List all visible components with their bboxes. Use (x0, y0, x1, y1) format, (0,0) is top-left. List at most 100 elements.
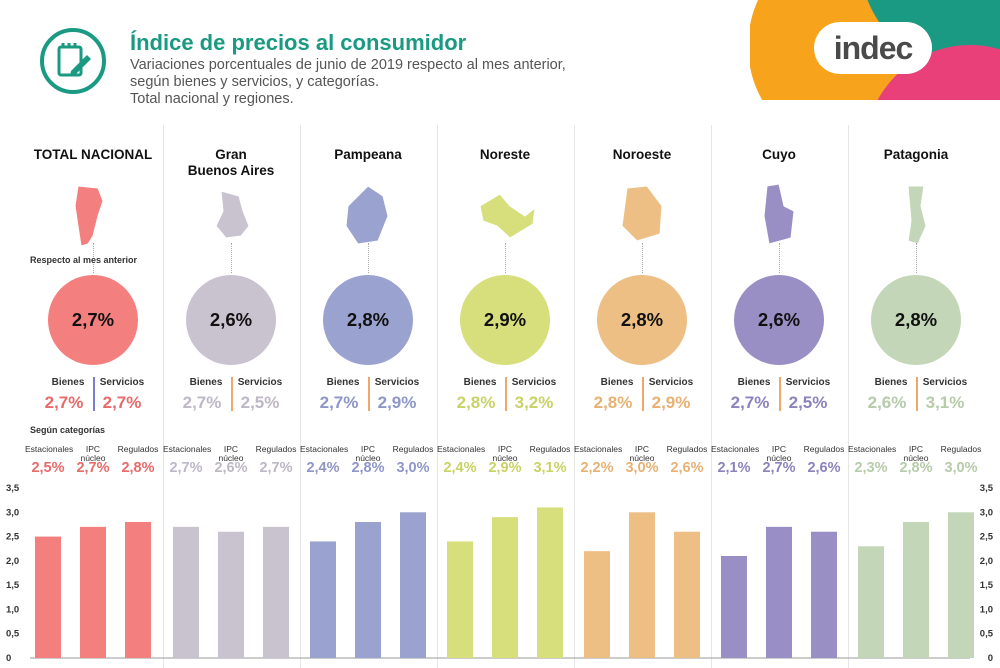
page-title: Índice de precios al consumidor (130, 30, 467, 55)
estacionales-value: 2,7% (169, 460, 203, 476)
bs-separator (779, 377, 781, 411)
y-tick-left: 1,5 (6, 580, 20, 591)
region-map-icon (763, 183, 795, 245)
estacionales-label: Estacionales (163, 444, 212, 454)
brand-logo: indec (750, 0, 1000, 100)
bar (674, 531, 700, 658)
region-name: Cuyo (762, 147, 796, 162)
ipc-nucleo-label: IPC núcleo (218, 444, 244, 463)
estacionales-label: Estacionales (437, 444, 486, 454)
region-map-icon (621, 185, 663, 242)
estacionales-value: 2,4% (306, 460, 340, 476)
bar (858, 546, 884, 658)
bienes-value: 2,6% (867, 393, 907, 412)
ipc-nucleo-value: 2,9% (488, 460, 522, 476)
bienes-label: Bienes (600, 377, 634, 388)
total-value: 2,9% (483, 309, 527, 330)
bar (903, 522, 929, 658)
bienes-value: 2,7% (182, 393, 222, 412)
y-tick-left: 0,5 (6, 629, 20, 640)
total-value: 2,8% (346, 309, 390, 330)
total-circle: 2,8% (323, 275, 413, 365)
regulados-label: Regulados (529, 444, 571, 454)
y-tick-right: 1,5 (980, 580, 994, 591)
estacionales-value: 2,4% (443, 460, 477, 476)
total-value: 2,6% (757, 309, 801, 330)
regulados-label: Regulados (117, 444, 159, 454)
bienes-value: 2,7% (319, 393, 359, 412)
total-circle: 2,6% (186, 275, 276, 365)
bar (355, 522, 381, 658)
ipc-nucleo-value: 2,8% (351, 460, 385, 476)
region-map-icon (479, 193, 535, 239)
bs-separator (231, 377, 233, 411)
servicios-label: Servicios (648, 377, 694, 388)
page-subtitle: Variaciones porcentuales de junio de 201… (130, 57, 566, 107)
region-name: TOTAL NACIONAL (33, 147, 153, 162)
respecto-label: Respecto al mes anterior (30, 255, 138, 265)
column-divider (300, 125, 301, 668)
ipc-nucleo-value: 2,6% (214, 460, 248, 476)
regulados-value: 3,0% (396, 460, 430, 476)
bar (948, 512, 974, 658)
column-divider (437, 125, 438, 668)
regulados-value: 3,0% (944, 460, 978, 476)
estacionales-value: 2,3% (854, 460, 888, 476)
header: Índice de precios al consumidor Variacio… (0, 0, 1000, 110)
estacionales-value: 2,2% (580, 460, 614, 476)
bar (310, 541, 336, 658)
y-tick-right: 3,5 (980, 483, 994, 494)
y-tick-left: 2,5 (6, 532, 20, 543)
servicios-label: Servicios (99, 377, 145, 388)
total-circle: 2,8% (597, 275, 687, 365)
servicios-label: Servicios (785, 377, 831, 388)
y-tick-right: 3,0 (980, 507, 993, 518)
total-circle: 2,7% (48, 275, 138, 365)
column-divider (163, 125, 164, 668)
estacionales-label: Estacionales (711, 444, 760, 454)
regulados-label: Regulados (666, 444, 708, 454)
regulados-label: Regulados (940, 444, 982, 454)
bienes-label: Bienes (737, 377, 771, 388)
region-name: Noreste (479, 147, 531, 162)
bs-separator (505, 377, 507, 411)
bar (721, 556, 747, 658)
ipc-nucleo-value: 2,8% (899, 460, 933, 476)
bs-separator (642, 377, 644, 411)
region-column: Patagonia 2,8% Bienes Servicios 2,6% 3,1… (848, 125, 984, 668)
servicios-value: 2,7% (102, 393, 142, 412)
regulados-label: Regulados (255, 444, 297, 454)
bar (218, 531, 244, 658)
bienes-label: Bienes (326, 377, 360, 388)
total-value: 2,8% (894, 309, 938, 330)
servicios-value: 2,9% (377, 393, 417, 412)
total-value: 2,7% (71, 309, 115, 330)
servicios-label: Servicios (374, 377, 420, 388)
y-tick-left: 1,0 (6, 604, 19, 615)
ipc-nucleo-label: IPC núcleo (355, 444, 381, 463)
ipc-nucleo-label: IPC núcleo (766, 444, 792, 463)
y-tick-left: 3,5 (6, 483, 20, 494)
servicios-value: 3,1% (925, 393, 965, 412)
column-divider (711, 125, 712, 668)
bar (584, 551, 610, 658)
estacionales-label: Estacionales (300, 444, 349, 454)
estacionales-value: 2,5% (31, 460, 65, 476)
connector-line (93, 243, 94, 273)
estacionales-label: Estacionales (574, 444, 623, 454)
bar (400, 512, 426, 658)
region-name: Gran Buenos Aires (187, 147, 275, 178)
estacionales-label: Estacionales (848, 444, 897, 454)
bienes-label: Bienes (874, 377, 908, 388)
bar (35, 536, 61, 658)
bienes-label: Bienes (51, 377, 85, 388)
region-map-icon (345, 185, 389, 245)
region-column: Noroeste 2,8% Bienes Servicios 2,8% 2,9%… (574, 125, 710, 668)
regulados-label: Regulados (803, 444, 845, 454)
bienes-value: 2,8% (456, 393, 496, 412)
servicios-label: Servicios (237, 377, 283, 388)
bienes-value: 2,8% (593, 393, 633, 412)
bar (629, 512, 655, 658)
connector-line (505, 243, 506, 273)
region-map-icon (907, 185, 927, 245)
